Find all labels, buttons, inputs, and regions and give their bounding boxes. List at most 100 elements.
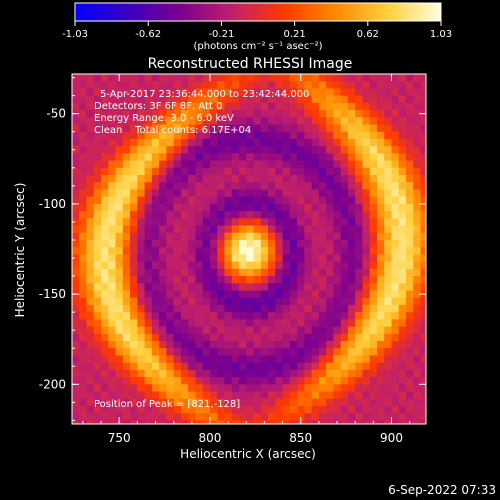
heatmap-cell — [282, 341, 291, 349]
heatmap-cell — [406, 261, 414, 270]
heatmap-cell — [166, 319, 175, 328]
heatmap-cell — [86, 88, 95, 97]
heatmap-cell — [253, 304, 262, 313]
heatmap-cell — [101, 81, 109, 90]
heatmap-cell — [376, 189, 385, 198]
heatmap-cell — [326, 268, 335, 277]
heatmap-cell — [260, 232, 269, 241]
heatmap-cell — [159, 261, 167, 270]
heatmap-cell — [391, 261, 400, 270]
heatmap-cell — [151, 211, 160, 219]
heatmap-cell — [355, 377, 364, 385]
heatmap-cell — [268, 131, 276, 140]
heatmap-cell — [420, 218, 426, 227]
heatmap-cell — [101, 261, 109, 270]
heatmap-cell — [144, 355, 153, 364]
heatmap-cell — [369, 247, 378, 256]
heatmap-cell — [101, 146, 109, 154]
heatmap-cell — [289, 88, 298, 97]
heatmap-cell — [224, 189, 233, 198]
heatmap-cell — [209, 218, 218, 227]
heatmap-cell — [217, 175, 226, 183]
heatmap-cell — [318, 420, 327, 424]
heatmap-cell — [369, 261, 378, 270]
heatmap-cell — [159, 196, 167, 205]
heatmap-cell — [130, 131, 138, 140]
heatmap-cell — [159, 312, 167, 320]
heatmap-cell — [406, 218, 414, 227]
heatmap-cell — [173, 384, 182, 393]
heatmap-cell — [246, 341, 255, 349]
heatmap-cell — [151, 319, 160, 328]
heatmap-cell — [144, 312, 153, 320]
x-tick-label: 800 — [199, 431, 222, 445]
heatmap-cell — [86, 74, 95, 82]
heatmap-cell — [224, 218, 233, 227]
heatmap-cell — [86, 420, 95, 424]
heatmap-cell — [137, 326, 146, 335]
heatmap-cell — [289, 268, 298, 277]
heatmap-cell — [202, 95, 211, 104]
heatmap-cell — [101, 420, 109, 424]
heatmap-cell — [304, 326, 313, 335]
heatmap-cell — [362, 196, 371, 205]
heatmap-cell — [260, 377, 269, 385]
heatmap-cell — [275, 377, 284, 385]
heatmap-cell — [144, 369, 153, 378]
heatmap-cell — [144, 304, 153, 313]
heatmap-cell — [260, 391, 269, 400]
heatmap-cell — [209, 146, 218, 154]
heatmap-cell — [420, 182, 426, 191]
heatmap-cell — [180, 268, 189, 277]
heatmap-cell — [376, 405, 385, 414]
heatmap-cell — [304, 369, 313, 378]
heatmap-cell — [340, 297, 349, 306]
heatmap-cell — [195, 225, 204, 234]
heatmap-cell — [384, 182, 393, 191]
heatmap-cell — [311, 391, 320, 400]
heatmap-cell — [326, 203, 335, 212]
heatmap-cell — [209, 95, 218, 104]
heatmap-cell — [282, 225, 291, 234]
heatmap-cell — [159, 254, 167, 263]
heatmap-cell — [173, 413, 182, 421]
heatmap-cell — [275, 88, 284, 97]
heatmap-cell — [195, 138, 204, 147]
heatmap-cell — [282, 369, 291, 378]
heatmap-cell — [326, 276, 335, 284]
heatmap-cell — [297, 261, 305, 270]
heatmap-cell — [202, 182, 211, 191]
heatmap-cell — [144, 218, 153, 227]
heatmap-cell — [115, 225, 124, 234]
heatmap-cell — [144, 211, 153, 219]
heatmap-cell — [384, 189, 393, 198]
heatmap-cell — [297, 203, 305, 212]
heatmap-cell — [413, 304, 422, 313]
heatmap-cell — [239, 254, 247, 263]
heatmap-cell — [72, 74, 80, 82]
heatmap-cell — [202, 167, 211, 176]
heatmap-cell — [376, 81, 385, 90]
heatmap-cell — [144, 276, 153, 284]
heatmap-cell — [166, 218, 175, 227]
heatmap-cell — [398, 312, 407, 320]
heatmap-cell — [217, 384, 226, 393]
heatmap-cell — [333, 117, 342, 126]
heatmap-cell — [376, 362, 385, 371]
heatmap-cell — [137, 384, 146, 393]
heatmap-cell — [369, 218, 378, 227]
heatmap-cell — [282, 254, 291, 263]
heatmap-cell — [130, 283, 138, 292]
heatmap-cell — [347, 369, 356, 378]
heatmap-cell — [260, 384, 269, 393]
heatmap-cell — [122, 247, 131, 256]
heatmap-cell — [195, 175, 204, 183]
heatmap-cell — [122, 413, 131, 421]
heatmap-cell — [202, 124, 211, 133]
heatmap-cell — [391, 95, 400, 104]
heatmap-cell — [413, 355, 422, 364]
heatmap-cell — [406, 391, 414, 400]
heatmap-cell — [376, 196, 385, 205]
heatmap-cell — [304, 247, 313, 256]
heatmap-cell — [144, 398, 153, 407]
